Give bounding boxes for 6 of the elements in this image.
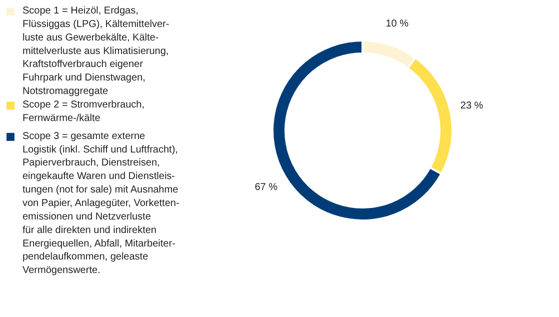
legend-label: Scope 1 = Heizöl, Erdgas, Flüssiggas (LPG), Kältemittelver- luste aus Gewerbekälte, Kälte- mittelverluste aus Klimatisierung, Kraftstoffverbrauch eigener Fuhrpark und Dienstwagen, Notstromaggregate (22, 6, 170, 98)
data-label: 67 % (254, 182, 278, 194)
category-label: Scope 3 = gesamte externe Logistik (inkl. Schiff und Luftfracht), Papierverbrauch, Dienstreisen, eingekaufte Waren und Dienstleis- tungen (not for sale) mit Ausnahme von Papier, Anlagegüter, Vorketten- emissionen und Netzverluste für alle direkten und indirekten Energiequellen, Abfall, Mitarbeiter- pendelaufkommen, geleaste Vermögenswerte. (22, 130, 180, 276)
data-label: 23 % (460, 100, 484, 112)
data-label: 10 % (386, 18, 409, 30)
legend-label: Scope 2 = Stromverbrauch, Fernwärme-/kälte (22, 100, 145, 124)
